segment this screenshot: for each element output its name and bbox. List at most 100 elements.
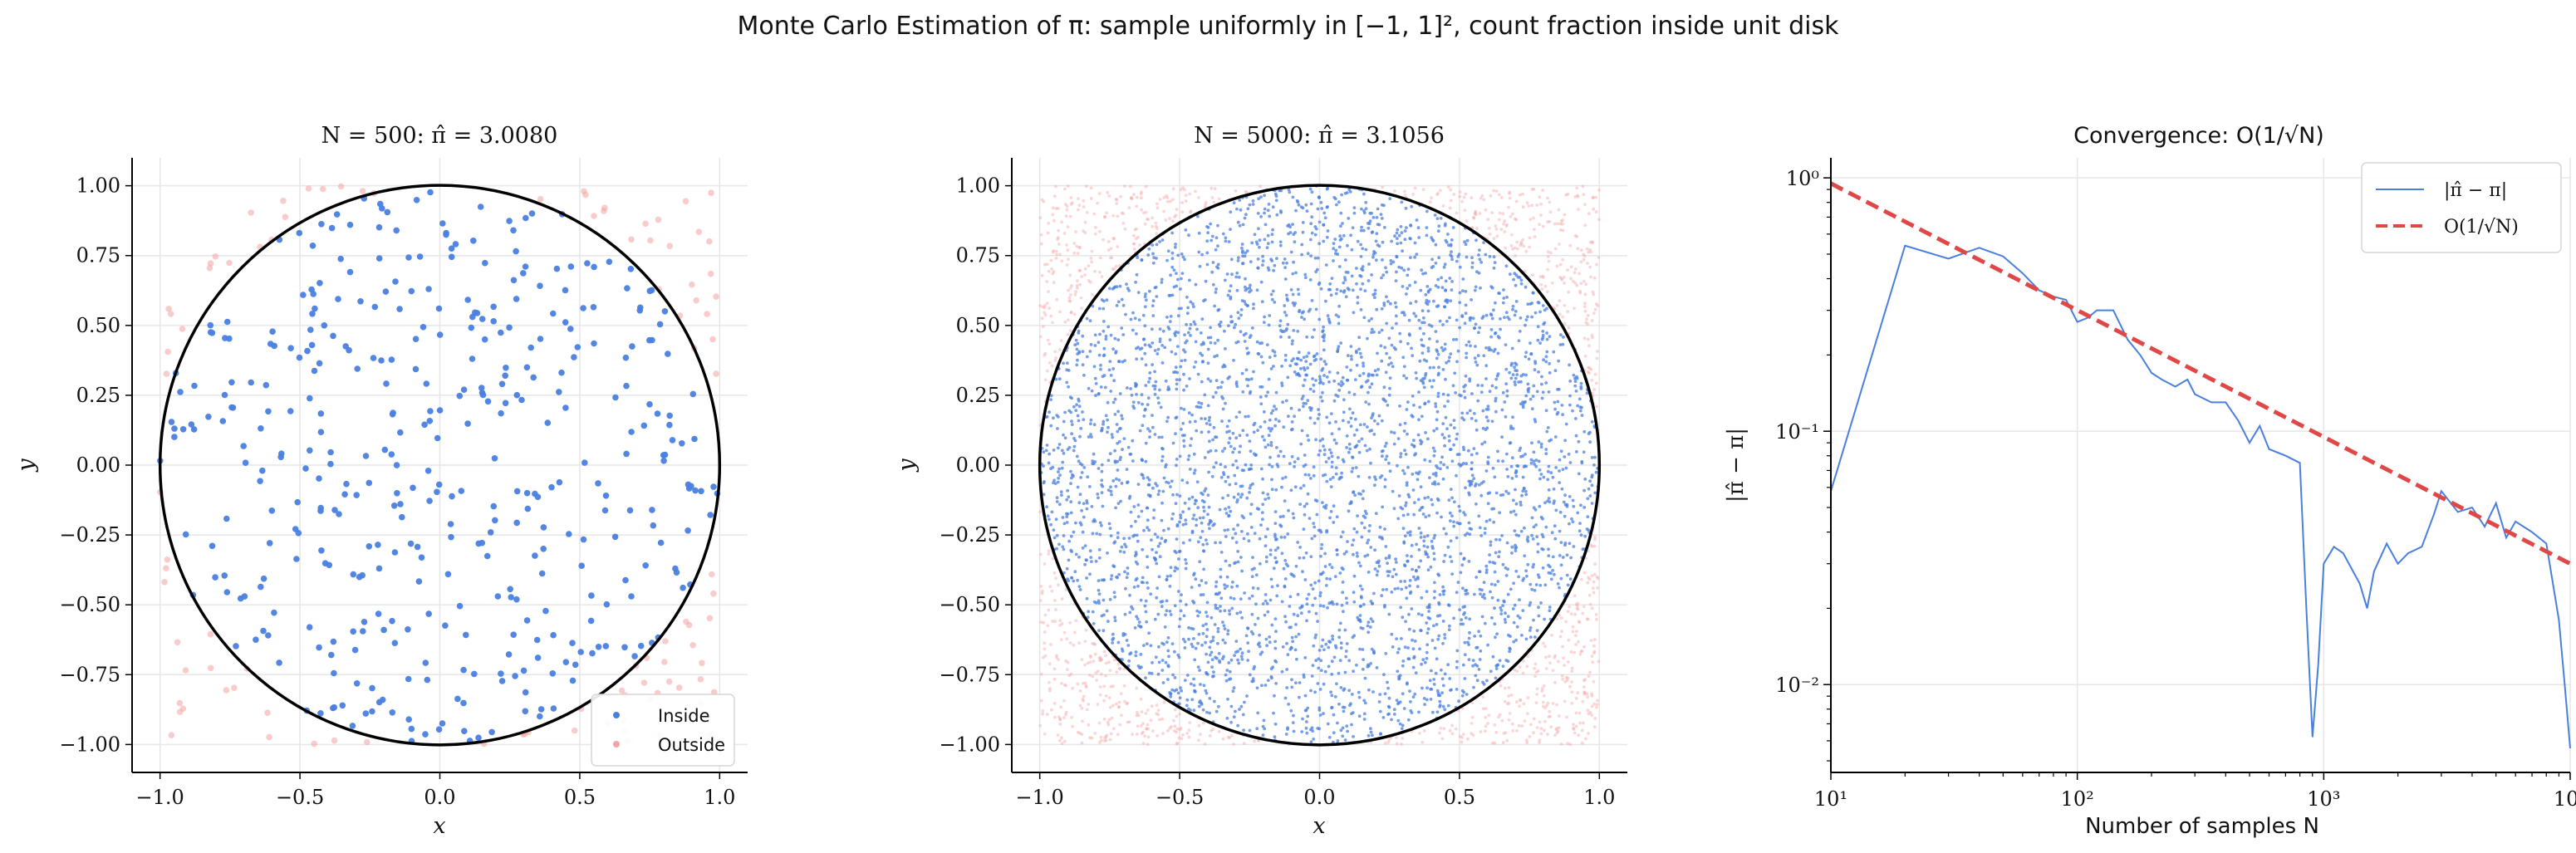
point-outside	[1041, 305, 1045, 309]
point-inside	[1109, 333, 1113, 337]
point-inside	[1184, 522, 1188, 526]
point-inside	[1313, 328, 1316, 331]
point-inside	[642, 562, 649, 569]
point-outside	[1080, 707, 1084, 710]
point-inside	[1526, 315, 1529, 319]
point-inside	[1273, 646, 1278, 650]
point-outside	[1112, 267, 1116, 271]
point-inside	[1240, 371, 1244, 375]
point-outside	[1548, 219, 1552, 223]
point-inside	[1226, 493, 1230, 498]
point-outside	[1118, 666, 1121, 670]
point-inside	[1232, 597, 1236, 601]
point-inside	[1309, 222, 1313, 226]
point-inside	[1498, 511, 1501, 515]
point-inside	[1197, 583, 1201, 587]
point-inside	[1245, 249, 1249, 253]
point-inside	[1458, 608, 1461, 611]
point-inside	[1166, 678, 1170, 681]
point-inside	[1229, 509, 1233, 513]
point-inside	[1376, 351, 1379, 355]
point-inside	[1441, 684, 1445, 688]
point-inside	[460, 386, 468, 394]
point-inside	[259, 467, 266, 474]
point-inside	[1256, 429, 1259, 432]
point-inside	[1395, 237, 1399, 240]
point-inside	[1364, 207, 1368, 211]
point-inside	[1456, 581, 1460, 584]
point-inside	[1541, 330, 1545, 333]
point-outside	[1592, 679, 1596, 684]
point-outside	[1067, 296, 1072, 300]
point-outside	[1499, 684, 1503, 688]
point-inside	[1206, 450, 1210, 454]
point-outside	[1494, 228, 1499, 231]
point-inside	[1229, 720, 1233, 724]
point-inside	[1322, 211, 1327, 215]
point-inside	[1235, 271, 1239, 275]
point-outside	[1455, 211, 1459, 215]
point-inside	[1310, 537, 1314, 541]
point-inside	[316, 280, 323, 287]
point-inside	[1199, 405, 1203, 409]
point-inside	[1141, 476, 1146, 480]
point-outside	[1517, 723, 1521, 728]
point-outside	[1143, 222, 1147, 226]
point-inside	[1501, 390, 1505, 395]
point-inside	[1549, 577, 1553, 581]
point-inside	[1439, 467, 1442, 471]
point-outside	[1135, 195, 1139, 199]
point-inside	[1420, 321, 1424, 325]
point-inside	[1140, 393, 1144, 397]
point-outside	[1533, 674, 1537, 679]
point-inside	[556, 389, 562, 395]
point-inside	[1435, 427, 1439, 431]
point-inside	[1514, 468, 1519, 473]
point-inside	[1334, 441, 1338, 445]
point-inside	[1202, 509, 1206, 513]
point-outside	[1539, 732, 1543, 736]
point-inside	[612, 394, 619, 401]
point-inside	[1383, 692, 1387, 696]
point-inside	[1126, 445, 1131, 449]
point-outside	[1578, 721, 1582, 725]
point-inside	[589, 650, 596, 657]
point-inside	[1257, 227, 1260, 231]
point-inside	[1271, 409, 1275, 413]
point-inside	[1512, 620, 1516, 625]
point-inside	[456, 392, 464, 400]
point-inside	[1449, 423, 1453, 427]
point-outside	[1588, 602, 1592, 606]
point-outside	[1472, 215, 1475, 219]
point-inside	[1425, 631, 1430, 635]
point-outside	[1540, 689, 1544, 693]
point-inside	[1076, 341, 1080, 346]
point-outside	[1092, 642, 1096, 645]
point-outside	[1589, 639, 1593, 642]
point-outside	[1542, 684, 1546, 688]
point-inside	[1436, 391, 1440, 395]
point-inside	[1367, 538, 1371, 542]
point-inside	[1111, 435, 1115, 439]
point-inside	[1381, 588, 1385, 591]
point-inside	[1306, 714, 1310, 718]
point-inside	[1431, 472, 1435, 476]
point-outside	[1553, 733, 1557, 738]
point-outside	[1590, 241, 1594, 244]
point-outside	[1558, 262, 1563, 267]
point-inside	[330, 332, 336, 340]
point-inside	[1283, 499, 1287, 502]
point-outside	[1582, 645, 1586, 649]
point-outside	[1529, 723, 1533, 727]
point-inside	[1200, 317, 1205, 321]
point-inside	[1489, 312, 1493, 316]
point-outside	[666, 243, 674, 250]
point-inside	[691, 435, 698, 443]
point-inside	[1374, 512, 1378, 516]
point-outside	[1509, 215, 1513, 218]
point-inside	[1406, 287, 1410, 291]
point-outside	[1064, 713, 1067, 717]
point-inside	[623, 450, 630, 458]
point-inside	[1224, 479, 1228, 483]
point-inside	[1299, 611, 1303, 615]
